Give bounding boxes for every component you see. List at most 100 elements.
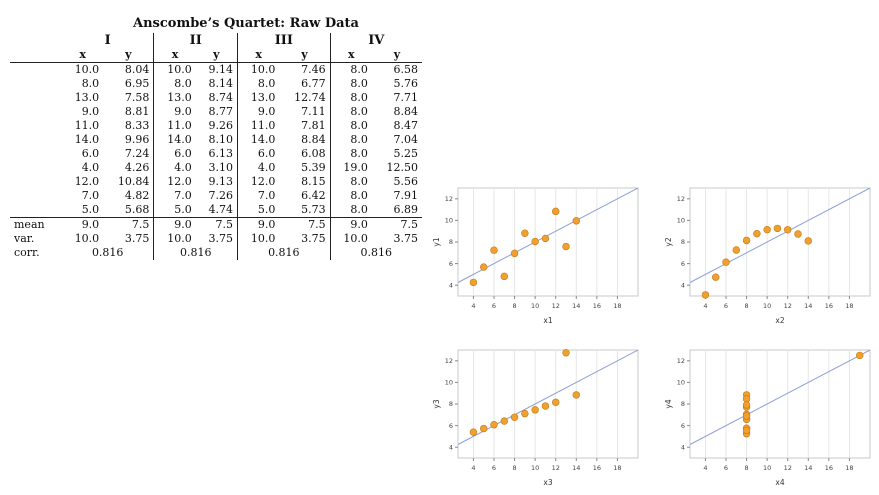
data-point [794, 230, 802, 238]
x-axis-label: x3 [543, 478, 552, 487]
data-point [753, 229, 761, 238]
plot-frame [689, 187, 871, 297]
x-value-cell: 10.0 [237, 62, 280, 77]
y-tick-label: 4 [449, 281, 453, 289]
x-tick-label: 8 [745, 302, 749, 310]
table-row: 5.0 5.68 5.0 4.74 5.0 5.73 8.0 6.89 [10, 203, 422, 218]
stat-row-var: var. 10.0 3.75 10.0 3.75 10.0 3.75 10.0 3.75 [10, 232, 422, 246]
row-label [10, 203, 62, 218]
x-value-cell: 8.0 [329, 133, 372, 147]
data-point [742, 401, 751, 409]
stat-value-cell: 7.5 [195, 217, 238, 232]
col-header-y: y [103, 48, 154, 63]
stat-value-cell: 3.75 [124, 232, 150, 245]
data-point [742, 236, 751, 245]
y-value-cell: 12.50 [386, 161, 419, 174]
data-point [480, 263, 488, 271]
x-value-cell: 7.0 [237, 189, 280, 203]
y-value-cell: 5.76 [393, 77, 419, 90]
y-tick-label: 8 [681, 238, 685, 246]
regression-line [690, 188, 870, 283]
y-tick-label: 10 [677, 217, 685, 225]
stat-value-cell: 9.0 [329, 217, 372, 232]
x-tick-label: 10 [763, 302, 771, 310]
data-point [541, 234, 550, 243]
y-value-cell: 6.58 [393, 63, 419, 76]
y-value-cell: 3.10 [208, 161, 234, 174]
x-value-cell: 13.0 [237, 91, 280, 105]
data-point [531, 406, 539, 414]
y-value-cell: 5.68 [124, 203, 150, 216]
data-point [552, 207, 560, 216]
regression-line [690, 350, 870, 445]
x-value-cell: 6.0 [237, 147, 280, 161]
data-point [510, 413, 519, 421]
row-label [10, 91, 62, 105]
data-point [784, 226, 792, 234]
x-tick-label: 18 [845, 302, 853, 310]
x-value-cell: 11.0 [237, 119, 280, 133]
y-tick-label: 10 [445, 379, 453, 387]
table-row: 6.0 7.24 6.0 6.13 6.0 6.08 8.0 5.25 [10, 147, 422, 161]
y-value-cell: 8.47 [393, 119, 419, 132]
y-tick-label: 8 [449, 400, 453, 408]
y-value-cell: 8.77 [208, 105, 234, 118]
x-value-cell: 10.0 [74, 63, 100, 76]
x-value-cell: 10.0 [153, 62, 196, 77]
x-value-cell: 4.0 [81, 161, 100, 174]
corr-value-cell: 0.816 [329, 246, 422, 260]
data-table-section: Anscombe’s Quartet: Raw Data I II III IV… [10, 16, 422, 260]
y-value-cell: 8.04 [124, 63, 150, 76]
x-value-cell: 8.0 [329, 119, 372, 133]
x-value-cell: 12.0 [74, 175, 100, 188]
y-tick-label: 8 [449, 238, 453, 246]
data-point [500, 272, 508, 281]
x-value-cell: 8.0 [329, 77, 372, 91]
x-tick-label: 4 [471, 302, 475, 310]
y-value-cell: 6.13 [208, 147, 234, 160]
y-tick-label: 12 [445, 195, 453, 203]
data-point [742, 426, 751, 435]
y-value-cell: 4.26 [124, 161, 150, 174]
y-value-cell: 9.13 [208, 175, 234, 188]
plot-frame [457, 187, 639, 297]
y-tick-label: 4 [449, 443, 453, 451]
row-label [10, 175, 62, 189]
y-value-cell: 6.89 [393, 203, 419, 216]
table-row: 7.0 4.82 7.0 7.26 7.0 6.42 8.0 7.91 [10, 189, 422, 203]
stat-value-cell: 3.75 [208, 232, 234, 245]
table-row: 12.0 10.84 12.0 9.13 12.0 8.15 8.0 5.56 [10, 175, 422, 189]
corr-value-cell: 0.816 [153, 246, 238, 260]
x-tick-label: 14 [572, 464, 580, 472]
row-label [10, 161, 62, 175]
regression-line [458, 188, 638, 283]
x-tick-label: 10 [763, 464, 771, 472]
y-value-cell: 7.04 [393, 133, 419, 146]
y-tick-label: 12 [445, 357, 453, 365]
x-value-cell: 13.0 [74, 91, 100, 104]
x-value-cell: 8.0 [329, 203, 372, 218]
y-value-cell: 7.91 [393, 189, 419, 202]
data-point [521, 229, 529, 237]
data-point [732, 246, 740, 254]
y-value-cell: 8.33 [124, 119, 150, 132]
col-header-x: x [329, 48, 372, 63]
data-point [510, 249, 519, 258]
y-value-cell: 7.24 [124, 147, 150, 160]
y-value-cell: 9.26 [208, 119, 234, 132]
x-value-cell: 11.0 [74, 119, 100, 132]
stat-value-cell: 10.0 [74, 232, 100, 245]
x-value-cell: 8.0 [329, 175, 372, 189]
y-value-cell: 7.71 [393, 91, 419, 104]
stat-row-mean: mean 9.0 7.5 9.0 7.5 9.0 7.5 9.0 7.5 [10, 217, 422, 232]
row-label [10, 133, 62, 147]
group-header-2: II [153, 33, 238, 48]
x-tick-label: 14 [804, 302, 812, 310]
corr-value-cell: 0.816 [91, 246, 124, 259]
x-tick-label: 8 [513, 464, 517, 472]
table-row: 14.0 9.96 14.0 8.10 14.0 8.84 8.0 7.04 [10, 133, 422, 147]
data-point [500, 417, 508, 425]
